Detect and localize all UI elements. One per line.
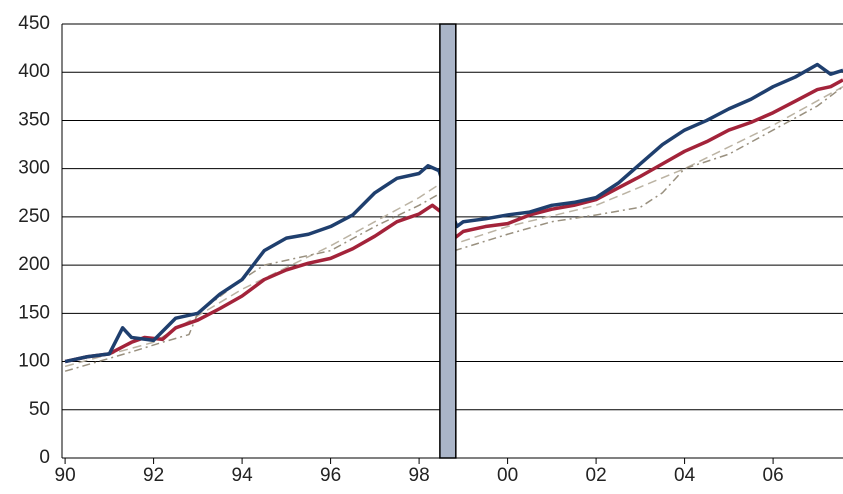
x-tick-label: 92: [143, 465, 164, 486]
x-tick-label: 98: [409, 465, 430, 486]
x-tick-label: 00: [497, 465, 518, 486]
y-tick-label: 450: [18, 13, 50, 34]
x-tick-label: 06: [763, 465, 784, 486]
y-tick-label: 100: [18, 351, 50, 372]
y-tick-label: 250: [18, 206, 50, 227]
x-tick-label: 90: [55, 465, 76, 486]
shaded-period: [439, 23, 457, 459]
y-tick-label: 350: [18, 109, 50, 130]
x-tick-label: 96: [320, 465, 341, 486]
y-tick-label: 400: [18, 61, 50, 82]
y-tick-label: 150: [18, 302, 50, 323]
x-tick-label: 02: [586, 465, 607, 486]
y-tick-label: 0: [39, 447, 50, 468]
y-tick-label: 300: [18, 158, 50, 179]
x-tick-label: 94: [232, 465, 254, 486]
y-tick-label: 50: [29, 399, 50, 420]
x-tick-label: 04: [674, 465, 696, 486]
y-tick-label: 200: [18, 254, 50, 275]
